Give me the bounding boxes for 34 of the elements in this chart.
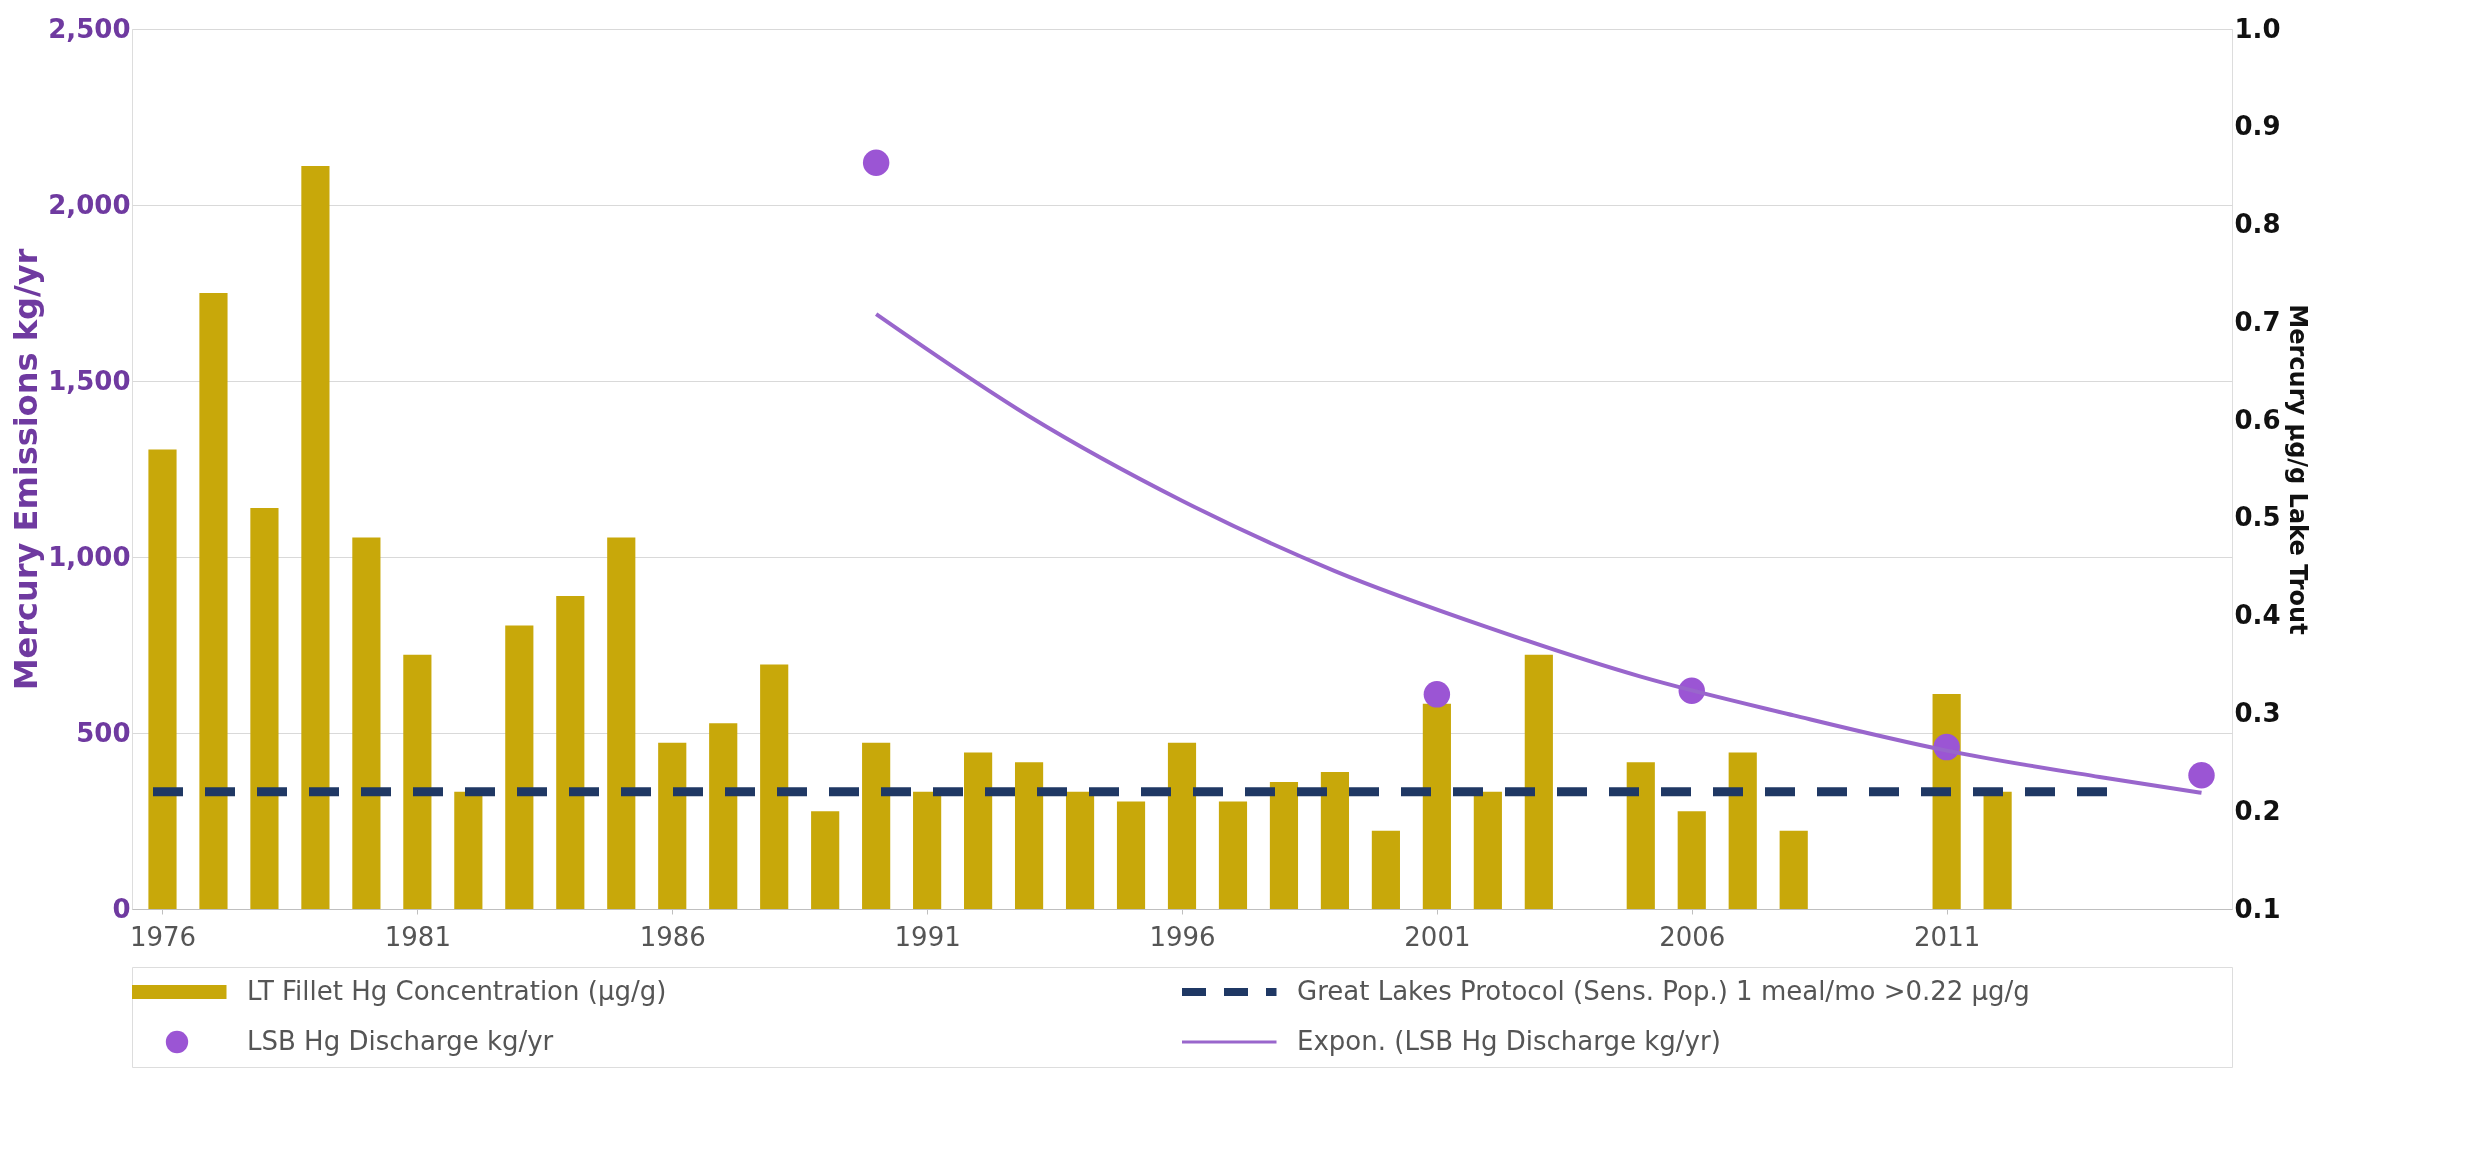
y2-tick-label: 0.7 xyxy=(2234,306,2281,337)
y2-tick-label: 0.8 xyxy=(2234,209,2281,240)
y-tick-label: 1,000 xyxy=(48,541,131,572)
point xyxy=(862,149,890,176)
y2-tick-label: 0.3 xyxy=(2234,697,2281,728)
y2-tick-label: 0.2 xyxy=(2234,795,2281,826)
x-tick-label: 1986 xyxy=(639,921,706,952)
y-tick-label: 500 xyxy=(76,717,131,748)
y-tick-label: 1,500 xyxy=(48,365,131,396)
y2-tick-label: 0.6 xyxy=(2234,404,2281,435)
y2-tick-label: 0.1 xyxy=(2234,893,2281,924)
line-series xyxy=(874,312,2204,795)
x-tick-label: 1981 xyxy=(384,921,451,952)
y-axis-title: Mercury Emissions kg/yr xyxy=(7,248,46,691)
y2-tick-label: 0.5 xyxy=(2234,502,2281,533)
x-tick-label: 1991 xyxy=(894,921,961,952)
point xyxy=(2188,762,2215,789)
x-tick-label: 2006 xyxy=(1659,921,1726,952)
legend-label: LSB Hg Discharge kg/yr xyxy=(247,1026,554,1056)
y-tick-label: 2,500 xyxy=(48,13,131,44)
y-tick-label: 0 xyxy=(112,893,131,924)
y-tick-label: 2,000 xyxy=(48,189,131,220)
y2-tick-label: 0.9 xyxy=(2234,111,2281,142)
y2-tick-label: 1.0 xyxy=(2234,13,2281,44)
x-tick-label: 1976 xyxy=(129,921,197,952)
legend-label: LT Fillet Hg Concentration (µg/g) xyxy=(247,976,667,1006)
legend-label: Expon. (LSB Hg Discharge kg/yr) xyxy=(1297,1026,1721,1056)
y2-axis-title: Mercury µg/g Lake Trout xyxy=(2283,304,2312,635)
x-tick-label: 2001 xyxy=(1404,921,1471,952)
x-tick-label: 1996 xyxy=(1149,921,1216,952)
y2-tick-label: 0.4 xyxy=(2234,600,2281,631)
legend-label: Great Lakes Protocol (Sens. Pop.) 1 meal/mo >0.22 µg/g xyxy=(1297,976,2030,1006)
x-tick-label: 2011 xyxy=(1914,921,1981,952)
point xyxy=(1423,681,1451,708)
